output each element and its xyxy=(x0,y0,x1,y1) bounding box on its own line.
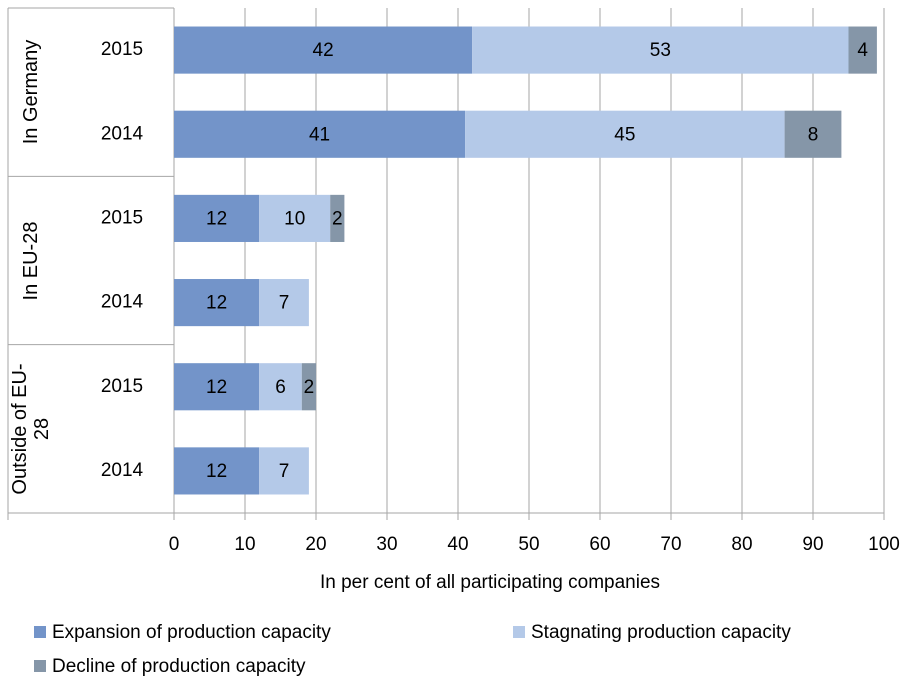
data-label: 7 xyxy=(279,461,290,482)
x-tick-label: 70 xyxy=(660,534,681,555)
x-tick-label: 30 xyxy=(376,534,397,555)
bar-segment xyxy=(259,363,302,411)
data-label: 12 xyxy=(206,461,227,482)
bar-segment xyxy=(174,194,260,242)
legend-label: Decline of production capacity xyxy=(52,656,306,677)
x-axis-title: In per cent of all participating compani… xyxy=(320,572,660,593)
data-label: 8 xyxy=(808,124,819,145)
data-label: 12 xyxy=(206,293,227,314)
group-label: In EU-28 xyxy=(20,221,42,300)
bar-segment xyxy=(301,363,316,411)
legend-swatch xyxy=(34,626,46,638)
data-label: 53 xyxy=(650,40,671,61)
x-tick-label: 50 xyxy=(518,534,539,555)
data-label: 12 xyxy=(206,377,227,398)
group-label: In Germany xyxy=(20,39,42,145)
y-tick-label: 2015 xyxy=(101,207,143,228)
bar-segment xyxy=(330,194,345,242)
legend-swatch xyxy=(513,626,525,638)
group-label: Outside of EU-28 xyxy=(9,363,53,495)
y-tick-label: 2014 xyxy=(101,292,144,313)
x-tick-label: 90 xyxy=(802,534,823,555)
x-tick-label: 10 xyxy=(234,534,255,555)
x-tick-label: 80 xyxy=(731,534,752,555)
bar-segment xyxy=(174,363,260,411)
data-label: 6 xyxy=(275,377,286,398)
data-label: 2 xyxy=(332,208,343,229)
y-tick-label: 2014 xyxy=(101,123,144,144)
x-tick-label: 40 xyxy=(447,534,468,555)
x-tick-label: 0 xyxy=(169,534,180,555)
y-tick-label: 2015 xyxy=(101,376,143,397)
bar-segment xyxy=(465,110,785,158)
data-label: 12 xyxy=(206,208,227,229)
x-tick-label: 60 xyxy=(589,534,610,555)
data-label: 45 xyxy=(614,124,635,145)
legend-swatch xyxy=(34,660,46,672)
bar-segment xyxy=(848,26,877,74)
bar-segment xyxy=(174,26,473,74)
bar-segment xyxy=(259,279,309,327)
bar-segment xyxy=(259,447,309,495)
x-tick-label: 100 xyxy=(868,534,900,555)
data-label: 42 xyxy=(313,40,334,61)
bar-segment xyxy=(259,194,331,242)
y-tick-label: 2014 xyxy=(101,460,144,481)
bar-segment xyxy=(472,26,849,74)
data-label: 10 xyxy=(284,208,305,229)
data-label: 41 xyxy=(309,124,330,145)
bar-segment xyxy=(174,447,260,495)
y-tick-label: 2015 xyxy=(101,39,143,60)
data-label: 7 xyxy=(279,293,290,314)
x-tick-label: 20 xyxy=(305,534,326,555)
legend-label: Stagnating production capacity xyxy=(531,622,791,643)
bar-segment xyxy=(174,110,466,158)
bar-segment xyxy=(784,110,842,158)
legend-label: Expansion of production capacity xyxy=(52,622,331,643)
data-label: 2 xyxy=(304,377,315,398)
bar-segment xyxy=(174,279,260,327)
data-label: 4 xyxy=(857,40,868,61)
